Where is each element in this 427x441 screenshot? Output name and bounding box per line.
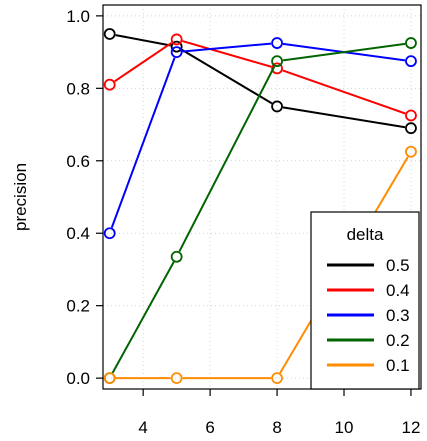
series-lines	[103, 28, 417, 385]
y-tick-label: 0.4	[66, 224, 90, 243]
legend-label: 0.2	[386, 331, 410, 350]
legend-item: 0.2	[327, 331, 410, 350]
series-0.4	[103, 33, 417, 122]
series-line-segment	[115, 34, 171, 47]
series-line-segment	[182, 40, 272, 68]
x-tick-label: 4	[138, 418, 147, 437]
series-line-segment	[282, 69, 406, 115]
legend-item: 0.5	[327, 256, 410, 275]
data-point	[170, 250, 183, 263]
series-line-segment	[114, 41, 173, 83]
legend-label: 0.3	[386, 306, 410, 325]
series-line-segment	[110, 57, 176, 228]
series-0.3	[103, 37, 417, 240]
y-tick-label: 0.8	[66, 79, 90, 98]
data-point	[170, 33, 183, 46]
legend: delta 0.5 0.4 0.3 0.2 0.1	[310, 211, 420, 390]
series-line-segment	[181, 48, 273, 105]
series-line-segment	[282, 42, 406, 62]
x-tick-label: 12	[401, 418, 420, 437]
legend-item: 0.1	[327, 356, 410, 375]
data-point	[271, 372, 283, 385]
data-point	[271, 37, 283, 49]
series-line-segment	[111, 261, 175, 374]
data-point	[405, 145, 417, 158]
legend-item: 0.3	[327, 306, 410, 325]
y-tick-label: 0.0	[66, 369, 90, 388]
data-point	[103, 28, 116, 40]
y-axis-label: precision	[11, 163, 30, 231]
data-point	[271, 100, 283, 113]
legend-item: 0.4	[327, 281, 410, 300]
y-tick-label: 0.2	[66, 297, 90, 316]
series-line-segment	[182, 42, 272, 53]
x-tick-label: 6	[205, 418, 214, 437]
data-point	[405, 122, 417, 135]
data-point	[103, 227, 116, 240]
data-point	[103, 78, 116, 91]
data-point	[405, 109, 417, 122]
legend-label: 0.1	[386, 356, 410, 375]
legend-title: delta	[347, 225, 384, 244]
series-0.5	[103, 28, 417, 135]
legend-label: 0.5	[386, 256, 410, 275]
plot-frame	[102, 4, 422, 390]
series-0.2	[103, 37, 417, 385]
data-point	[170, 372, 183, 385]
data-point	[271, 62, 283, 75]
series-line-segment	[178, 66, 276, 252]
legend-label: 0.4	[386, 281, 410, 300]
x-tick-label: 10	[335, 418, 354, 437]
axes: 4 6 8 10 12 0.0 0.2 0.4 0.6 0.8 1.0	[66, 7, 420, 437]
legend-box	[310, 211, 420, 390]
data-point	[170, 46, 183, 58]
data-point	[405, 37, 417, 49]
y-tick-label: 1.0	[66, 7, 90, 26]
legend-items: 0.5 0.4 0.3 0.2 0.1	[327, 256, 410, 375]
data-point	[103, 372, 116, 385]
data-point	[405, 55, 417, 68]
series-line-segment	[282, 106, 406, 129]
data-point	[170, 40, 183, 53]
x-tick-label: 8	[272, 418, 281, 437]
y-tick-label: 0.6	[66, 152, 90, 171]
data-point	[271, 55, 283, 68]
